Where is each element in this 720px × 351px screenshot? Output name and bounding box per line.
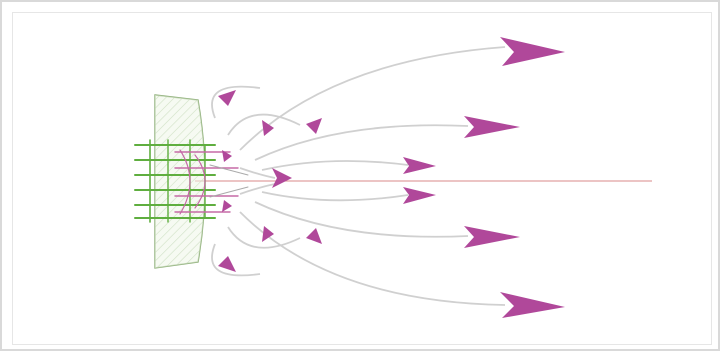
arrow-heads [218,37,565,318]
arrow-head-icon [262,120,274,136]
arrow-head-icon [403,157,436,174]
arrow-head-icon [464,116,520,138]
arrow-head-icon [222,150,232,162]
arrow-head-icon [500,37,565,66]
arrow-head-icon [218,90,236,106]
arrow-head-icon [272,168,292,188]
arrow-head-icon [464,226,520,248]
arrow-head-icon [403,187,436,204]
arrow-head-icon [500,292,565,318]
flow-streamlines [211,46,506,306]
diagram-inner-border [12,12,712,345]
nozzle-assembly [134,139,249,223]
arrow-head-icon [306,228,322,244]
hatched-body-fill [155,95,205,268]
arrow-head-icon [218,256,236,272]
arrow-head-icon [262,226,274,242]
arrow-head-icon [306,118,322,134]
arrow-head-icon [222,200,232,212]
